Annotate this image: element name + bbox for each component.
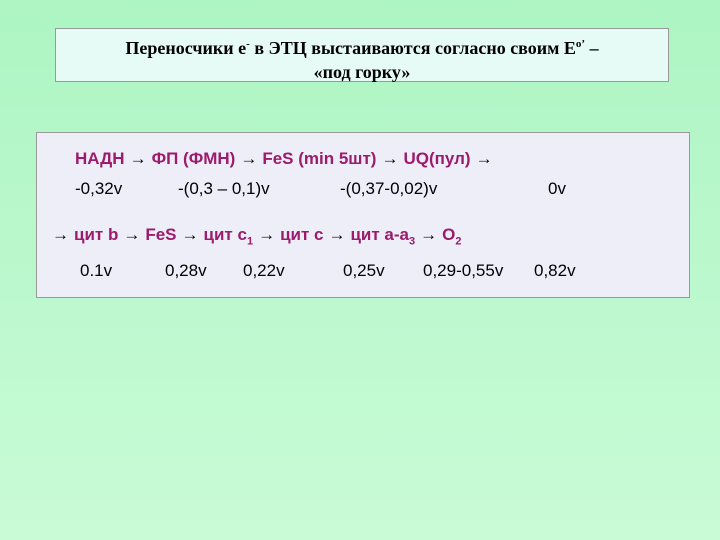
title-text: Переносчики e (125, 38, 247, 58)
carrier-subscript: 3 (409, 235, 416, 248)
arrow: → (420, 225, 438, 244)
carrier: цит b (74, 225, 119, 244)
arrow: → (328, 225, 346, 244)
title-text: – (585, 38, 599, 58)
redox-potential: -(0,3 – 0,1)v (178, 179, 270, 198)
arrow: → (475, 149, 493, 168)
redox-potential: -(0,37-0,02)v (340, 179, 438, 198)
arrow: → (123, 225, 141, 244)
arrow: → (240, 149, 258, 168)
redox-potential: 0.1v (80, 261, 113, 280)
carrier: О (442, 225, 456, 244)
arrow: → (181, 225, 199, 244)
title-text: o’ (575, 38, 586, 50)
arrow: → (52, 225, 69, 244)
carrier: ФП (ФМН) (151, 149, 236, 168)
redox-potential: 0,29-0,55v (423, 261, 504, 280)
redox-potential: 0v (548, 179, 566, 198)
carrier: цит а-а (350, 225, 409, 244)
carrier: цит с (280, 225, 324, 244)
carrier: FeS (min 5шт) (262, 149, 377, 168)
arrow: → (129, 149, 147, 168)
redox-potential: 0,25v (343, 261, 385, 280)
arrow: → (381, 149, 399, 168)
title-text: - (246, 38, 250, 50)
carrier: FeS (145, 225, 177, 244)
title-text: «под горку» (313, 62, 411, 82)
carrier: цит с (203, 225, 247, 244)
arrow: → (258, 225, 276, 244)
carrier-subscript: 2 (455, 235, 462, 248)
redox-potential: 0,28v (165, 261, 207, 280)
content-box: НАДН → ФП (ФМН) → FeS (min 5шт) → UQ(пул) → -0,3… (36, 132, 690, 298)
carrier: UQ(пул) (403, 149, 471, 168)
carrier-chain: НАДН → ФП (ФМН) → FeS (min 5шт) → UQ(пул) → (75, 149, 498, 169)
carrier-subscript: 1 (246, 235, 254, 248)
redox-potential: -0,32v (75, 179, 123, 198)
redox-potential: 0,22v (243, 261, 285, 280)
title-text: в ЭТЦ выстаиваются согласно своим E (249, 38, 576, 58)
carrier-chain: → цит b → FeS → цит с1 → цит с → цит а-а3 → О2 (47, 225, 461, 247)
carrier: НАДН (75, 149, 125, 168)
redox-potential: 0,82v (534, 261, 576, 280)
title-box: Переносчики e- в ЭТЦ выстаиваются соглас… (55, 28, 669, 82)
